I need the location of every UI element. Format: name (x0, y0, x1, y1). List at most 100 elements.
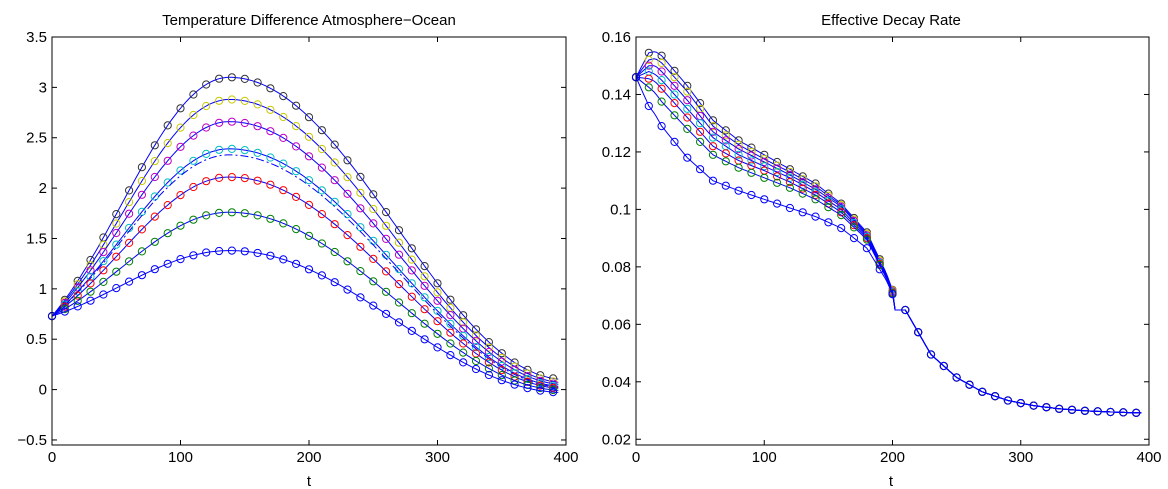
series-6-point (369, 254, 378, 263)
series-1-point (721, 126, 730, 135)
series-6-point (163, 201, 172, 210)
series-3-point (330, 176, 339, 185)
series-7-point (420, 319, 429, 328)
series-6-point (99, 266, 108, 275)
series-6-point (824, 203, 833, 212)
series-line-3 (51, 121, 559, 385)
series-4-point (227, 144, 236, 153)
series-6-point (657, 97, 666, 106)
series-3-point (747, 151, 756, 160)
series-3-point (215, 118, 224, 127)
series-4-point (549, 381, 558, 390)
series-3-point (394, 250, 404, 259)
series-4-point (773, 167, 782, 177)
x-tick-label: 100 (752, 449, 777, 466)
series-4-point (708, 133, 718, 142)
series-7-point (670, 137, 679, 146)
series-2-point (343, 173, 352, 182)
series-2-point (292, 122, 301, 131)
series-3-point (202, 123, 211, 132)
series-8-point (176, 255, 185, 264)
series-1-point (433, 279, 442, 288)
series-7-point (696, 165, 705, 174)
series-3-point (420, 281, 429, 290)
series-7-point (824, 218, 833, 227)
series-7-point (926, 350, 936, 359)
series-3-point (176, 142, 185, 151)
series-2-point (356, 188, 365, 197)
y-tick-label: 0.08 (602, 259, 631, 276)
series-7-point (1055, 404, 1064, 413)
series-4-point (202, 149, 211, 158)
y-tick-label: 0 (39, 382, 47, 399)
series-8-point (407, 326, 416, 335)
series-4-point (696, 119, 705, 128)
series-3-point (227, 117, 236, 126)
series-7-point (811, 212, 820, 221)
series-2-point (304, 132, 314, 141)
series-4-point (785, 173, 795, 182)
series-1-point (683, 81, 692, 90)
series-6-point (343, 231, 352, 240)
series-6-point (215, 173, 224, 182)
series-7-point (1132, 408, 1141, 417)
series-8-point (394, 318, 404, 327)
right-plot-area (631, 48, 1142, 417)
series-6-point (279, 186, 288, 195)
series-7-point (99, 277, 108, 286)
series-7-point (862, 244, 872, 253)
series-6-point (811, 195, 820, 204)
series-line-5 (51, 154, 559, 388)
series-8-point (125, 277, 134, 286)
series-2-point (279, 112, 288, 122)
series-6-point (644, 83, 653, 92)
series-1-point (137, 163, 146, 172)
series-1-point (343, 156, 352, 165)
series-5-point (798, 184, 807, 193)
series-6-point (433, 317, 442, 326)
series-3-point (644, 61, 653, 70)
y-tick-label: 0.5 (26, 331, 47, 348)
series-2-point (549, 377, 558, 386)
y-tick-label: 0.16 (602, 29, 631, 46)
y-tick-label: −0.5 (17, 432, 47, 449)
series-6-point (137, 225, 146, 234)
series-7-point (888, 290, 897, 299)
series-8-point (292, 259, 301, 268)
series-4-point (292, 167, 301, 176)
x-tick-label: 0 (48, 449, 56, 466)
series-6-point (536, 381, 545, 390)
series-7-point (292, 225, 301, 234)
series-7-point (1003, 396, 1013, 405)
series-3-point (343, 189, 352, 198)
series-8-point (163, 259, 172, 268)
series-6-point (696, 137, 705, 146)
series-6-point (304, 200, 314, 209)
series-7-point (875, 265, 884, 274)
series-2-point (773, 161, 782, 170)
series-7-point (785, 203, 795, 213)
series-6-point (734, 163, 743, 172)
series-2-point (150, 157, 159, 166)
y-tick-label: 0.1 (610, 201, 631, 218)
series-6-point (330, 220, 339, 229)
series-6-point (382, 267, 391, 276)
series-1-point (317, 126, 326, 135)
series-3-point (798, 178, 807, 187)
series-7-point (1016, 399, 1025, 408)
series-7-point (901, 305, 910, 315)
series-1-point (811, 179, 820, 188)
series-3-point (356, 204, 365, 213)
series-6-point (760, 173, 769, 182)
series-2-point (176, 123, 185, 132)
series-1-point (734, 136, 743, 145)
series-7-point (73, 296, 82, 305)
series-7-point (446, 339, 455, 348)
series-2-point (644, 55, 653, 65)
series-8-point (459, 358, 468, 367)
series-8-point (523, 384, 532, 393)
series-3-point (292, 142, 301, 151)
series-3-point (497, 357, 506, 366)
series-8-point (536, 386, 545, 395)
series-8-point (86, 296, 95, 305)
